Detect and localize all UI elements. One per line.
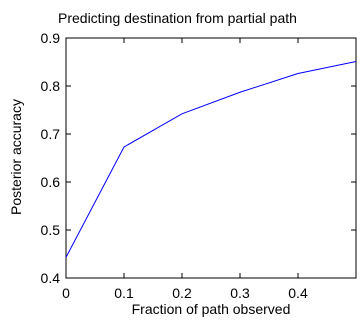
x-tick-label: 0.3 <box>230 285 250 301</box>
series-layer <box>65 61 357 258</box>
x-axis-ticks: 0 0.1 0.2 0.3 0.4 <box>62 38 308 301</box>
x-tick-label: 0.4 <box>288 285 308 301</box>
y-tick-label: 0.6 <box>41 174 61 190</box>
y-axis-ticks: 0.4 0.5 0.6 0.7 0.8 0.9 <box>41 30 356 286</box>
y-tick-label: 0.5 <box>41 222 61 238</box>
y-tick-label: 0.8 <box>41 78 61 94</box>
plot-area <box>65 37 357 279</box>
y-axis-title: Posterior accuracy <box>8 99 24 215</box>
y-tick-label: 0.4 <box>41 270 61 286</box>
x-axis-title: Fraction of path observed <box>132 301 291 317</box>
x-tick-label: 0.2 <box>172 285 192 301</box>
y-tick-label: 0.7 <box>41 126 61 142</box>
chart-title: Predicting destination from partial path <box>58 10 297 26</box>
x-tick-label: 0 <box>62 285 70 301</box>
x-tick-label: 0.1 <box>114 285 134 301</box>
series-line <box>65 61 357 258</box>
y-tick-label: 0.9 <box>41 30 61 46</box>
